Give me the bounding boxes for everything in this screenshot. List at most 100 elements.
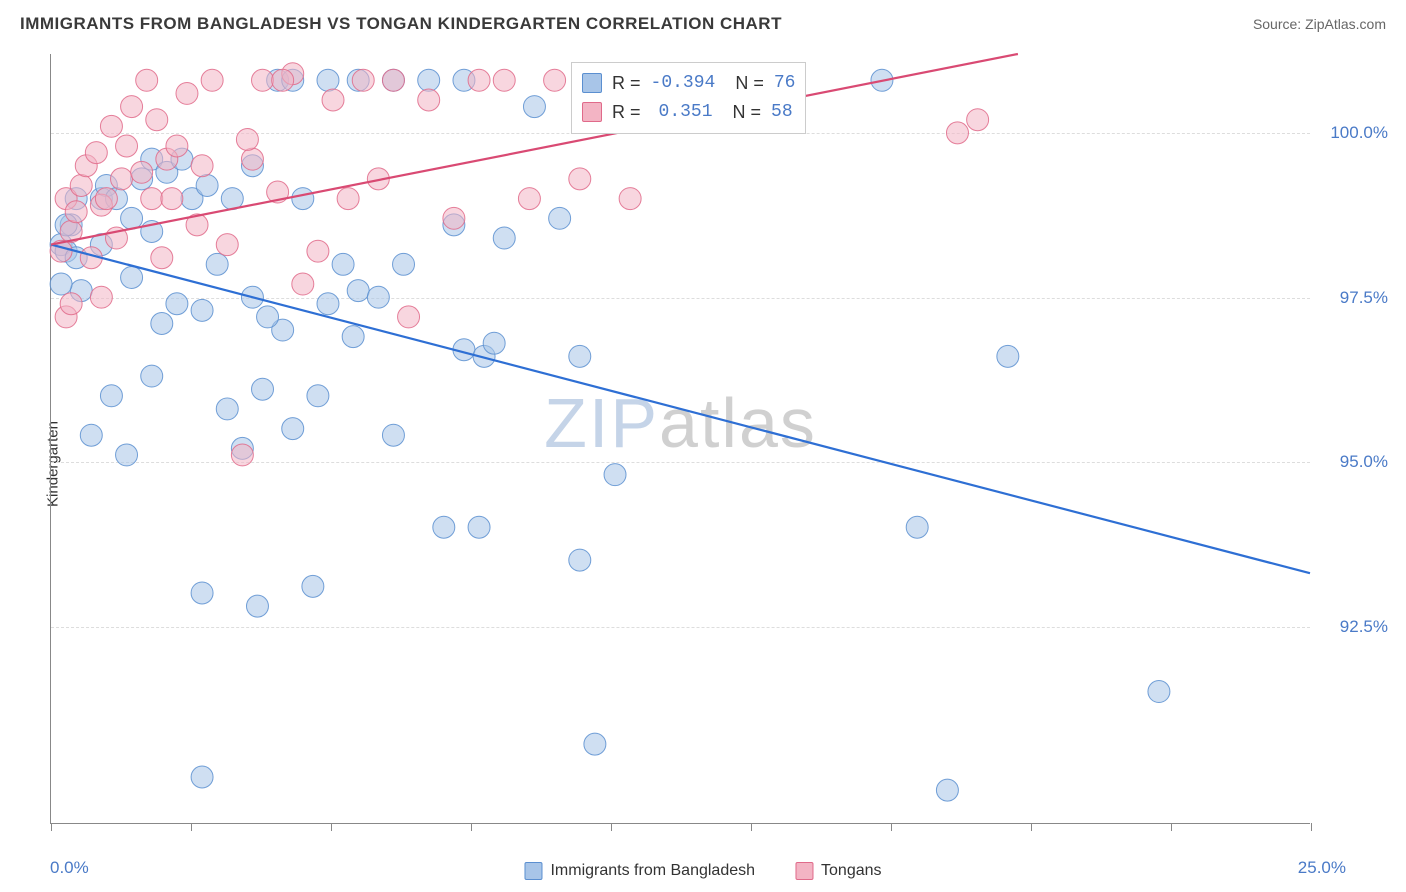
scatter-point xyxy=(100,385,122,407)
scatter-point xyxy=(116,444,138,466)
x-tick xyxy=(1031,823,1032,831)
scatter-point xyxy=(347,280,369,302)
n-value-tongans: 58 xyxy=(771,98,793,127)
r-label: R = xyxy=(612,98,641,127)
legend-bottom: Immigrants from Bangladesh Tongans xyxy=(524,862,881,880)
scatter-point xyxy=(382,424,404,446)
scatter-point xyxy=(307,385,329,407)
scatter-point xyxy=(292,273,314,295)
x-max-label: 25.0% xyxy=(1298,858,1346,878)
scatter-point xyxy=(216,234,238,256)
scatter-point xyxy=(121,96,143,118)
scatter-point xyxy=(50,273,72,295)
scatter-point xyxy=(468,516,490,538)
scatter-point xyxy=(544,69,566,91)
scatter-point xyxy=(332,253,354,275)
scatter-point xyxy=(292,188,314,210)
scatter-point xyxy=(393,253,415,275)
scatter-point xyxy=(352,69,374,91)
scatter-point xyxy=(241,148,263,170)
scatter-point xyxy=(317,69,339,91)
scatter-point xyxy=(231,444,253,466)
scatter-point xyxy=(191,155,213,177)
scatter-point xyxy=(161,188,183,210)
n-label: N = xyxy=(735,69,764,98)
swatch-bangladesh xyxy=(582,73,602,93)
header: IMMIGRANTS FROM BANGLADESH VS TONGAN KIN… xyxy=(0,0,1406,44)
scatter-point xyxy=(443,207,465,229)
scatter-point xyxy=(493,69,515,91)
scatter-point xyxy=(518,188,540,210)
scatter-point xyxy=(1148,681,1170,703)
scatter-point xyxy=(967,109,989,131)
scatter-point xyxy=(121,266,143,288)
y-tick-label: 92.5% xyxy=(1340,617,1388,637)
stats-legend-box: R = -0.394 N = 76 R = 0.351 N = 58 xyxy=(571,62,806,134)
x-tick xyxy=(331,823,332,831)
scatter-point xyxy=(302,575,324,597)
scatter-point xyxy=(382,69,404,91)
scatter-point xyxy=(191,582,213,604)
scatter-point xyxy=(131,161,153,183)
y-tick-label: 95.0% xyxy=(1340,452,1388,472)
scatter-point xyxy=(493,227,515,249)
swatch-tongans xyxy=(795,862,813,880)
n-label: N = xyxy=(733,98,762,127)
scatter-point xyxy=(60,293,82,315)
scatter-point xyxy=(151,247,173,269)
scatter-point xyxy=(604,464,626,486)
plot-area: ZIPatlas R = -0.394 N = 76 R = 0.351 N =… xyxy=(50,54,1310,824)
scatter-point xyxy=(337,188,359,210)
scatter-point xyxy=(236,128,258,150)
swatch-tongans xyxy=(582,102,602,122)
scatter-point xyxy=(136,69,158,91)
scatter-point xyxy=(151,312,173,334)
scatter-point xyxy=(206,253,228,275)
scatter-point xyxy=(252,378,274,400)
x-tick xyxy=(471,823,472,831)
scatter-point xyxy=(997,345,1019,367)
scatter-point xyxy=(252,69,274,91)
chart-container: Kindergarten ZIPatlas R = -0.394 N = 76 … xyxy=(0,44,1406,884)
scatter-point xyxy=(418,89,440,111)
scatter-point xyxy=(70,174,92,196)
scatter-point xyxy=(201,69,223,91)
scatter-point xyxy=(307,240,329,262)
scatter-point xyxy=(166,293,188,315)
legend-label-bangladesh: Immigrants from Bangladesh xyxy=(550,862,755,880)
scatter-point xyxy=(191,299,213,321)
scatter-point xyxy=(584,733,606,755)
trend-line xyxy=(51,54,1018,245)
scatter-point xyxy=(216,398,238,420)
scatter-point xyxy=(367,286,389,308)
scatter-point xyxy=(121,207,143,229)
scatter-point xyxy=(569,549,591,571)
scatter-point xyxy=(246,595,268,617)
scatter-point xyxy=(166,135,188,157)
scatter-point xyxy=(418,69,440,91)
scatter-point xyxy=(906,516,928,538)
x-tick xyxy=(191,823,192,831)
scatter-point xyxy=(317,293,339,315)
scatter-point xyxy=(468,69,490,91)
scatter-point xyxy=(549,207,571,229)
source-label: Source: ZipAtlas.com xyxy=(1253,16,1386,32)
x-tick xyxy=(51,823,52,831)
scatter-point xyxy=(116,135,138,157)
scatter-point xyxy=(282,418,304,440)
scatter-point xyxy=(433,516,455,538)
scatter-point xyxy=(141,188,163,210)
scatter-point xyxy=(398,306,420,328)
scatter-point xyxy=(272,69,294,91)
swatch-bangladesh xyxy=(524,862,542,880)
scatter-point xyxy=(141,365,163,387)
x-tick xyxy=(891,823,892,831)
scatter-point xyxy=(936,779,958,801)
legend-item-tongans: Tongans xyxy=(795,862,882,880)
plot-svg xyxy=(51,54,1310,823)
scatter-point xyxy=(483,332,505,354)
x-tick xyxy=(751,823,752,831)
legend-label-tongans: Tongans xyxy=(821,862,882,880)
scatter-point xyxy=(65,201,87,223)
scatter-point xyxy=(257,306,279,328)
